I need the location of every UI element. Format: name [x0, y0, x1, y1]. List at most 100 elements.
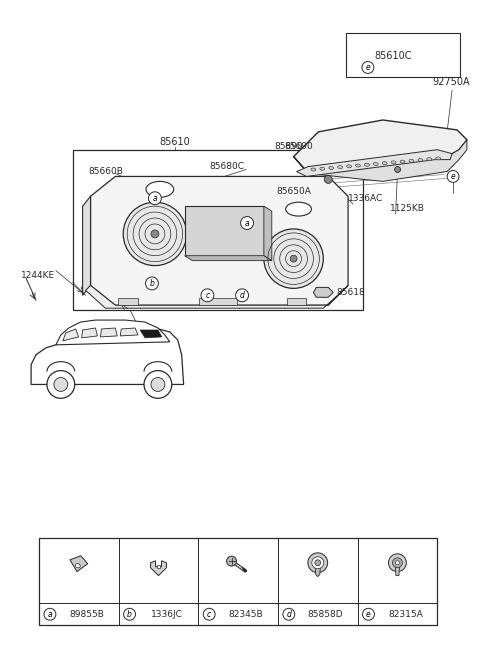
Polygon shape: [31, 328, 184, 384]
Circle shape: [145, 277, 158, 290]
Circle shape: [201, 289, 214, 302]
Polygon shape: [185, 206, 264, 255]
Text: e: e: [451, 172, 456, 181]
Circle shape: [283, 608, 295, 620]
Text: a: a: [153, 194, 157, 203]
Ellipse shape: [373, 162, 378, 166]
Text: c: c: [207, 610, 211, 619]
Ellipse shape: [356, 164, 360, 167]
Text: 85690: 85690: [274, 142, 303, 151]
Text: 1336AC: 1336AC: [348, 194, 384, 203]
Polygon shape: [395, 563, 400, 576]
Ellipse shape: [382, 162, 387, 164]
Text: b: b: [149, 279, 155, 288]
Text: 85610: 85610: [159, 137, 190, 147]
Polygon shape: [200, 298, 237, 305]
Circle shape: [315, 560, 321, 566]
Circle shape: [123, 202, 187, 265]
Text: 89855B: 89855B: [69, 610, 104, 619]
Text: 85610C: 85610C: [374, 50, 411, 61]
Ellipse shape: [409, 159, 414, 162]
Circle shape: [47, 371, 75, 398]
Circle shape: [44, 608, 56, 620]
Text: 82345B: 82345B: [229, 610, 264, 619]
Circle shape: [393, 558, 402, 568]
Circle shape: [362, 608, 374, 620]
Polygon shape: [83, 196, 91, 295]
Circle shape: [124, 608, 135, 620]
Circle shape: [151, 377, 165, 392]
Ellipse shape: [364, 163, 369, 166]
Polygon shape: [151, 561, 167, 576]
Ellipse shape: [146, 181, 174, 197]
Ellipse shape: [400, 160, 405, 163]
Ellipse shape: [329, 166, 334, 170]
Text: 1125KB: 1125KB: [390, 204, 424, 213]
Bar: [39, 538, 437, 625]
Text: 85650A: 85650A: [277, 187, 312, 196]
Ellipse shape: [347, 165, 351, 168]
Text: 1336JC: 1336JC: [150, 610, 182, 619]
Polygon shape: [294, 120, 467, 174]
Ellipse shape: [418, 159, 423, 162]
Circle shape: [308, 553, 328, 572]
Polygon shape: [294, 140, 467, 181]
Bar: [72, 150, 363, 310]
Text: 85660B: 85660B: [88, 167, 123, 176]
Text: e: e: [365, 63, 370, 72]
Polygon shape: [287, 298, 306, 305]
Circle shape: [144, 371, 172, 398]
Text: 1244KE: 1244KE: [21, 271, 55, 280]
Circle shape: [54, 377, 68, 392]
Text: 85618: 85618: [336, 288, 365, 297]
Circle shape: [362, 62, 374, 73]
Circle shape: [395, 166, 401, 172]
Text: 92750A: 92750A: [432, 77, 470, 87]
Polygon shape: [185, 255, 272, 261]
Text: b: b: [127, 610, 132, 619]
Circle shape: [290, 255, 297, 262]
Polygon shape: [120, 328, 138, 336]
Text: d: d: [287, 610, 291, 619]
Ellipse shape: [391, 161, 396, 164]
Circle shape: [227, 556, 237, 566]
Polygon shape: [264, 206, 272, 261]
Text: 82315A: 82315A: [388, 610, 423, 619]
Ellipse shape: [311, 168, 316, 171]
Circle shape: [151, 230, 159, 238]
Polygon shape: [156, 565, 160, 568]
Circle shape: [148, 192, 161, 204]
Polygon shape: [56, 320, 170, 345]
Circle shape: [203, 608, 215, 620]
Ellipse shape: [75, 563, 80, 568]
Polygon shape: [297, 150, 452, 176]
Polygon shape: [63, 329, 79, 341]
Polygon shape: [82, 328, 97, 338]
Text: 85690: 85690: [284, 142, 313, 151]
Polygon shape: [85, 286, 348, 309]
Circle shape: [312, 557, 324, 569]
Circle shape: [264, 229, 324, 288]
Ellipse shape: [286, 202, 312, 216]
Circle shape: [388, 554, 406, 572]
Polygon shape: [315, 563, 321, 576]
Circle shape: [396, 561, 399, 565]
Text: a: a: [48, 610, 52, 619]
Circle shape: [240, 217, 253, 229]
Ellipse shape: [337, 166, 343, 168]
Polygon shape: [118, 298, 138, 305]
Circle shape: [447, 170, 459, 182]
Text: d: d: [240, 291, 244, 300]
Text: e: e: [366, 610, 371, 619]
Ellipse shape: [320, 167, 325, 170]
Polygon shape: [313, 288, 333, 297]
Ellipse shape: [436, 157, 441, 160]
Bar: [346, 33, 460, 77]
Polygon shape: [140, 330, 162, 338]
Text: a: a: [245, 219, 249, 227]
Circle shape: [324, 176, 332, 183]
Text: c: c: [205, 291, 210, 300]
Ellipse shape: [427, 158, 432, 160]
Text: 85858D: 85858D: [308, 610, 344, 619]
Polygon shape: [100, 328, 117, 337]
